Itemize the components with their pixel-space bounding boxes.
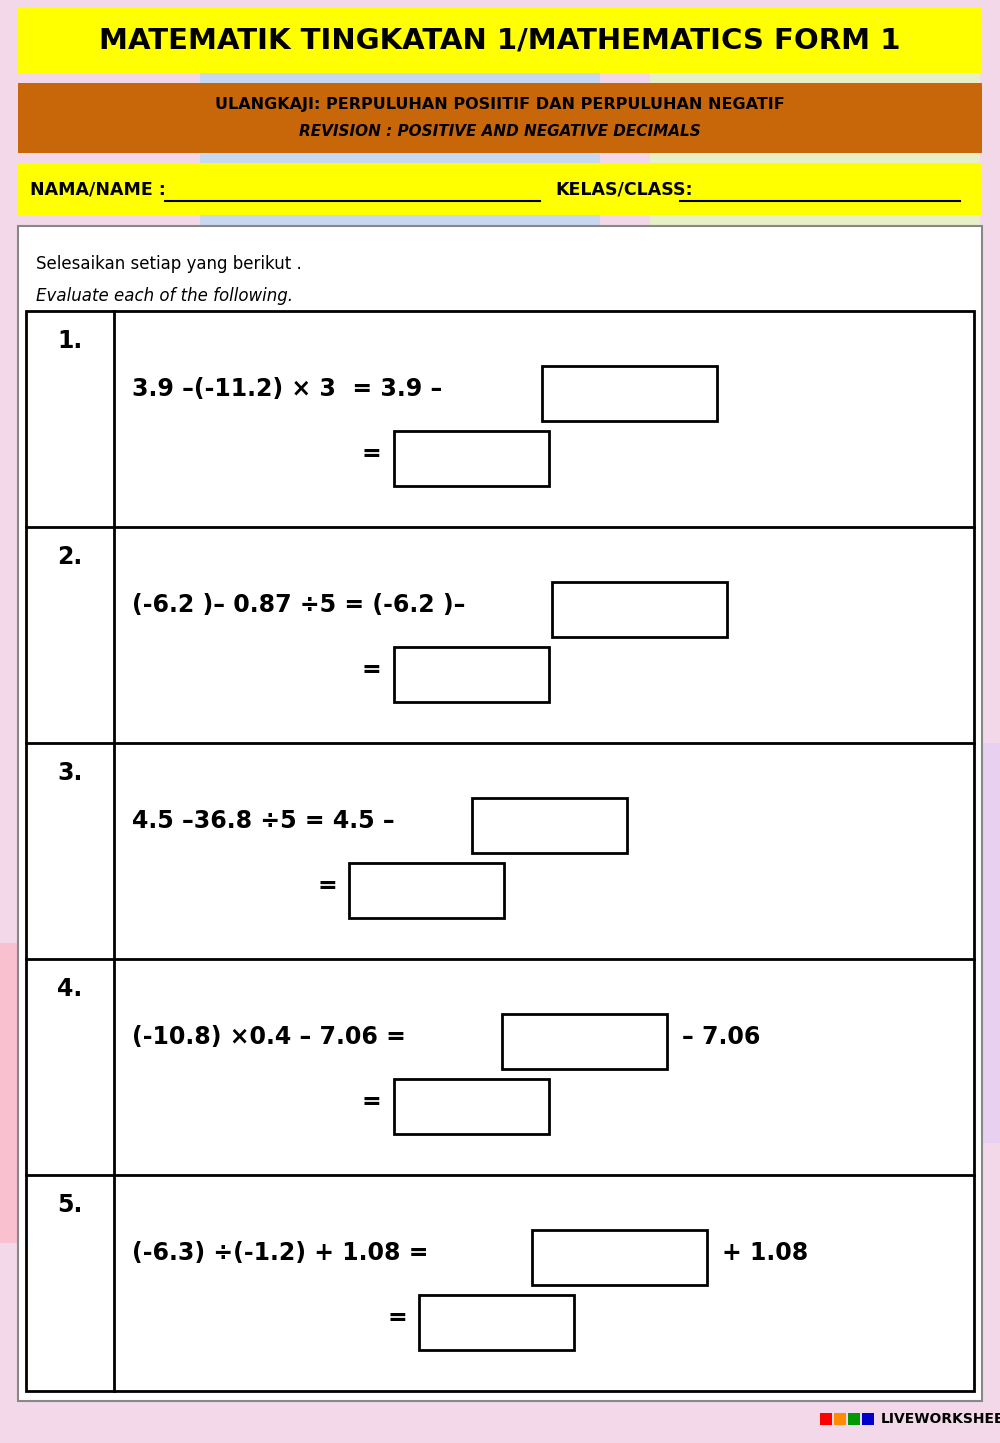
Text: Selesaikan setiap yang berikut .: Selesaikan setiap yang berikut . <box>36 255 302 273</box>
Text: MATEMATIK TINGKATAN 1/MATHEMATICS FORM 1: MATEMATIK TINGKATAN 1/MATHEMATICS FORM 1 <box>99 26 901 55</box>
Text: =: = <box>317 874 337 898</box>
Bar <box>600 543 900 1043</box>
Bar <box>542 367 717 421</box>
Bar <box>100 543 450 942</box>
Bar <box>394 646 549 701</box>
Text: REVISION : POSITIVE AND NEGATIVE DECIMALS: REVISION : POSITIVE AND NEGATIVE DECIMAL… <box>299 124 701 139</box>
Bar <box>200 43 600 343</box>
Text: KELAS/CLASS:: KELAS/CLASS: <box>555 180 693 198</box>
Text: NAMA/NAME :: NAMA/NAME : <box>30 180 166 198</box>
Bar <box>349 863 504 918</box>
Text: =: = <box>362 658 382 683</box>
Text: ULANGKAJI: PERPULUHAN POSIITIF DAN PERPULUHAN NEGATIF: ULANGKAJI: PERPULUHAN POSIITIF DAN PERPU… <box>215 97 785 111</box>
Text: 4.: 4. <box>57 977 83 1001</box>
Bar <box>750 242 980 843</box>
Bar <box>0 942 150 1242</box>
Text: Evaluate each of the following.: Evaluate each of the following. <box>36 287 293 304</box>
Bar <box>500 242 850 644</box>
Text: + 1.08: + 1.08 <box>722 1241 808 1266</box>
Bar <box>650 43 980 343</box>
Bar <box>18 84 982 153</box>
Bar <box>862 1413 874 1426</box>
Bar <box>394 431 549 486</box>
Text: 1.: 1. <box>57 329 83 354</box>
Bar <box>400 1092 650 1392</box>
Text: – 7.06: – 7.06 <box>682 1025 760 1049</box>
Bar <box>18 163 982 215</box>
Text: LIVEWORKSHEETS: LIVEWORKSHEETS <box>881 1413 1000 1426</box>
Text: =: = <box>362 442 382 466</box>
Bar <box>700 1013 980 1364</box>
Text: 4.5 –36.8 ÷5 = 4.5 –: 4.5 –36.8 ÷5 = 4.5 – <box>132 810 395 833</box>
Bar <box>850 743 1000 1143</box>
Text: 3.9 –(-11.2) × 3  = 3.9 –: 3.9 –(-11.2) × 3 = 3.9 – <box>132 377 442 401</box>
Bar <box>419 1294 574 1351</box>
Text: (-6.3) ÷(-1.2) + 1.08 =: (-6.3) ÷(-1.2) + 1.08 = <box>132 1241 428 1266</box>
Bar <box>50 242 450 543</box>
Text: =: = <box>387 1306 407 1330</box>
Bar <box>502 1014 667 1069</box>
Bar <box>532 1229 707 1286</box>
Bar <box>18 227 982 1401</box>
Bar <box>26 312 974 1391</box>
Bar <box>834 1413 846 1426</box>
Bar <box>50 942 350 1343</box>
Bar <box>552 582 727 636</box>
Text: 2.: 2. <box>57 545 83 569</box>
Bar <box>394 1079 549 1134</box>
Bar <box>820 1413 832 1426</box>
Text: 3.: 3. <box>57 760 83 785</box>
Bar <box>472 798 627 853</box>
Text: (-6.2 )– 0.87 ÷5 = (-6.2 )–: (-6.2 )– 0.87 ÷5 = (-6.2 )– <box>132 593 465 618</box>
Bar <box>18 9 982 74</box>
Text: (-10.8) ×0.4 – 7.06 =: (-10.8) ×0.4 – 7.06 = <box>132 1025 406 1049</box>
Text: =: = <box>362 1089 382 1114</box>
Text: 5.: 5. <box>57 1193 83 1216</box>
Bar <box>848 1413 860 1426</box>
